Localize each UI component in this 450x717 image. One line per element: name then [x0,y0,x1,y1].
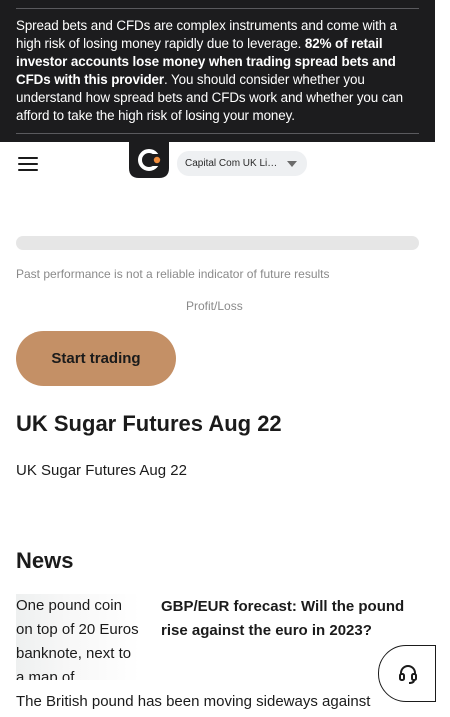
chevron-down-icon [287,161,297,167]
instrument-subtitle: UK Sugar Futures Aug 22 [16,462,187,479]
support-chat-button[interactable] [378,645,436,702]
news-image-alt-text: One pound coin on top of 20 Euros bankno… [16,597,139,680]
divider [16,8,419,9]
profit-loss-label: Profit/Loss [186,299,243,313]
risk-warning-part1: Spread bets and CFDs are complex instrum… [16,18,398,51]
risk-warning-text: Spread bets and CFDs are complex instrum… [16,17,421,125]
menu-line [18,169,38,171]
page-title: UK Sugar Futures Aug 22 [16,411,282,436]
menu-line [18,157,38,159]
entity-selector-dropdown[interactable]: Capital Com UK Limited [177,151,307,176]
site-header: Capital Com UK Limited [0,142,450,186]
chart-loading-placeholder [16,236,419,250]
menu-line [18,163,38,165]
divider [16,133,419,134]
risk-warning-banner: Spread bets and CFDs are complex instrum… [0,0,435,142]
start-trading-button[interactable]: Start trading [16,331,176,386]
capital-com-logo[interactable] [129,142,169,178]
past-performance-disclaimer: Past performance is not a reliable indic… [16,267,330,281]
news-image[interactable]: One pound coin on top of 20 Euros bankno… [16,594,140,680]
risk-warning-part2: . You should consider whether you unders… [16,72,404,123]
news-article-title[interactable]: GBP/EUR forecast: Will the pound rise ag… [161,598,405,639]
news-article-excerpt: The British pound has been moving sidewa… [16,693,371,710]
hamburger-icon[interactable] [18,157,38,171]
headset-icon [399,665,417,684]
risk-warning-bold: 82% of retail investor accounts lose mon… [16,36,396,87]
entity-selector-value: Capital Com UK Limited [185,158,285,169]
news-heading: News [16,548,74,573]
